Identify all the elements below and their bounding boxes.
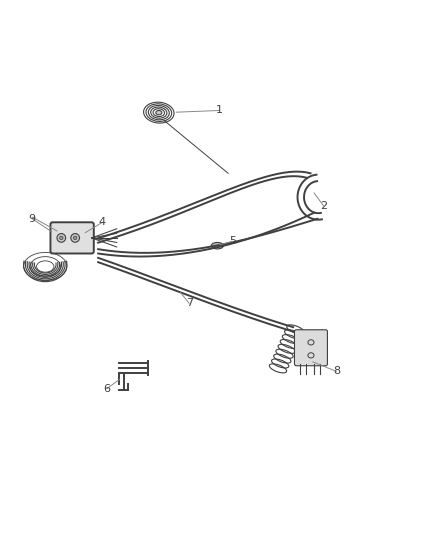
Ellipse shape: [73, 236, 77, 240]
Ellipse shape: [71, 233, 79, 242]
FancyBboxPatch shape: [294, 330, 327, 366]
Text: 9: 9: [28, 214, 36, 224]
Text: 7: 7: [185, 298, 192, 309]
Ellipse shape: [211, 243, 223, 249]
Ellipse shape: [57, 233, 65, 242]
Ellipse shape: [155, 110, 162, 115]
Text: 4: 4: [99, 217, 106, 227]
Text: 5: 5: [229, 236, 236, 246]
Ellipse shape: [60, 236, 63, 240]
Text: 8: 8: [332, 366, 339, 376]
Text: 6: 6: [103, 384, 110, 394]
Text: 1: 1: [215, 106, 223, 116]
FancyBboxPatch shape: [50, 222, 94, 254]
Text: 2: 2: [319, 201, 326, 211]
